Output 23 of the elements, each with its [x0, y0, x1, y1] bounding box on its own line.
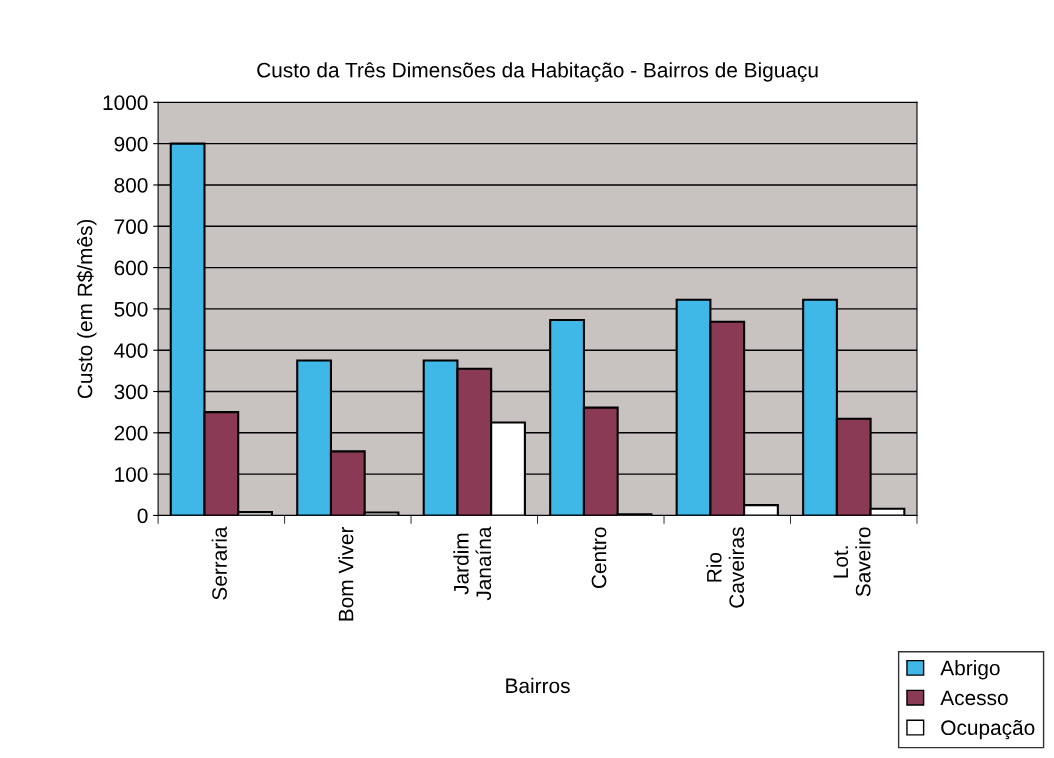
- y-tick-label: 100: [115, 467, 148, 482]
- chart-title: Custo da Três Dimensões da Habitação - Bairros de Biguaçu: [257, 62, 818, 82]
- x-tick-label: Serraria: [211, 526, 227, 600]
- legend-label: Ocupação: [941, 719, 1035, 740]
- y-tick-label: 700: [114, 219, 148, 235]
- legend-label: Abrigo: [940, 660, 1000, 680]
- x-axis-title: Bairros: [506, 677, 570, 694]
- y-tick-label: 200: [114, 425, 148, 441]
- y-axis-title: Custo (em R$/mês): [76, 219, 97, 399]
- x-tick-label: Jardim Janaína: [453, 526, 492, 601]
- y-tick-label: 800: [114, 177, 148, 193]
- x-tick-label: Bom Viver: [338, 526, 354, 621]
- y-tick-label: 400: [114, 343, 148, 358]
- x-tick-label: Lot. Saveiro: [833, 527, 871, 597]
- legend-label: Acesso: [940, 690, 1008, 706]
- y-tick-label: 900: [114, 136, 148, 152]
- y-tick-label: 1000: [103, 95, 148, 111]
- y-tick-label: 0: [137, 508, 148, 524]
- y-tick-label: 500: [114, 301, 148, 317]
- x-tick-label: Rio Caveiras: [706, 527, 745, 608]
- y-tick-label: 300: [114, 384, 148, 400]
- x-tick-label: Centro: [591, 527, 607, 589]
- y-tick-label: 600: [114, 260, 148, 276]
